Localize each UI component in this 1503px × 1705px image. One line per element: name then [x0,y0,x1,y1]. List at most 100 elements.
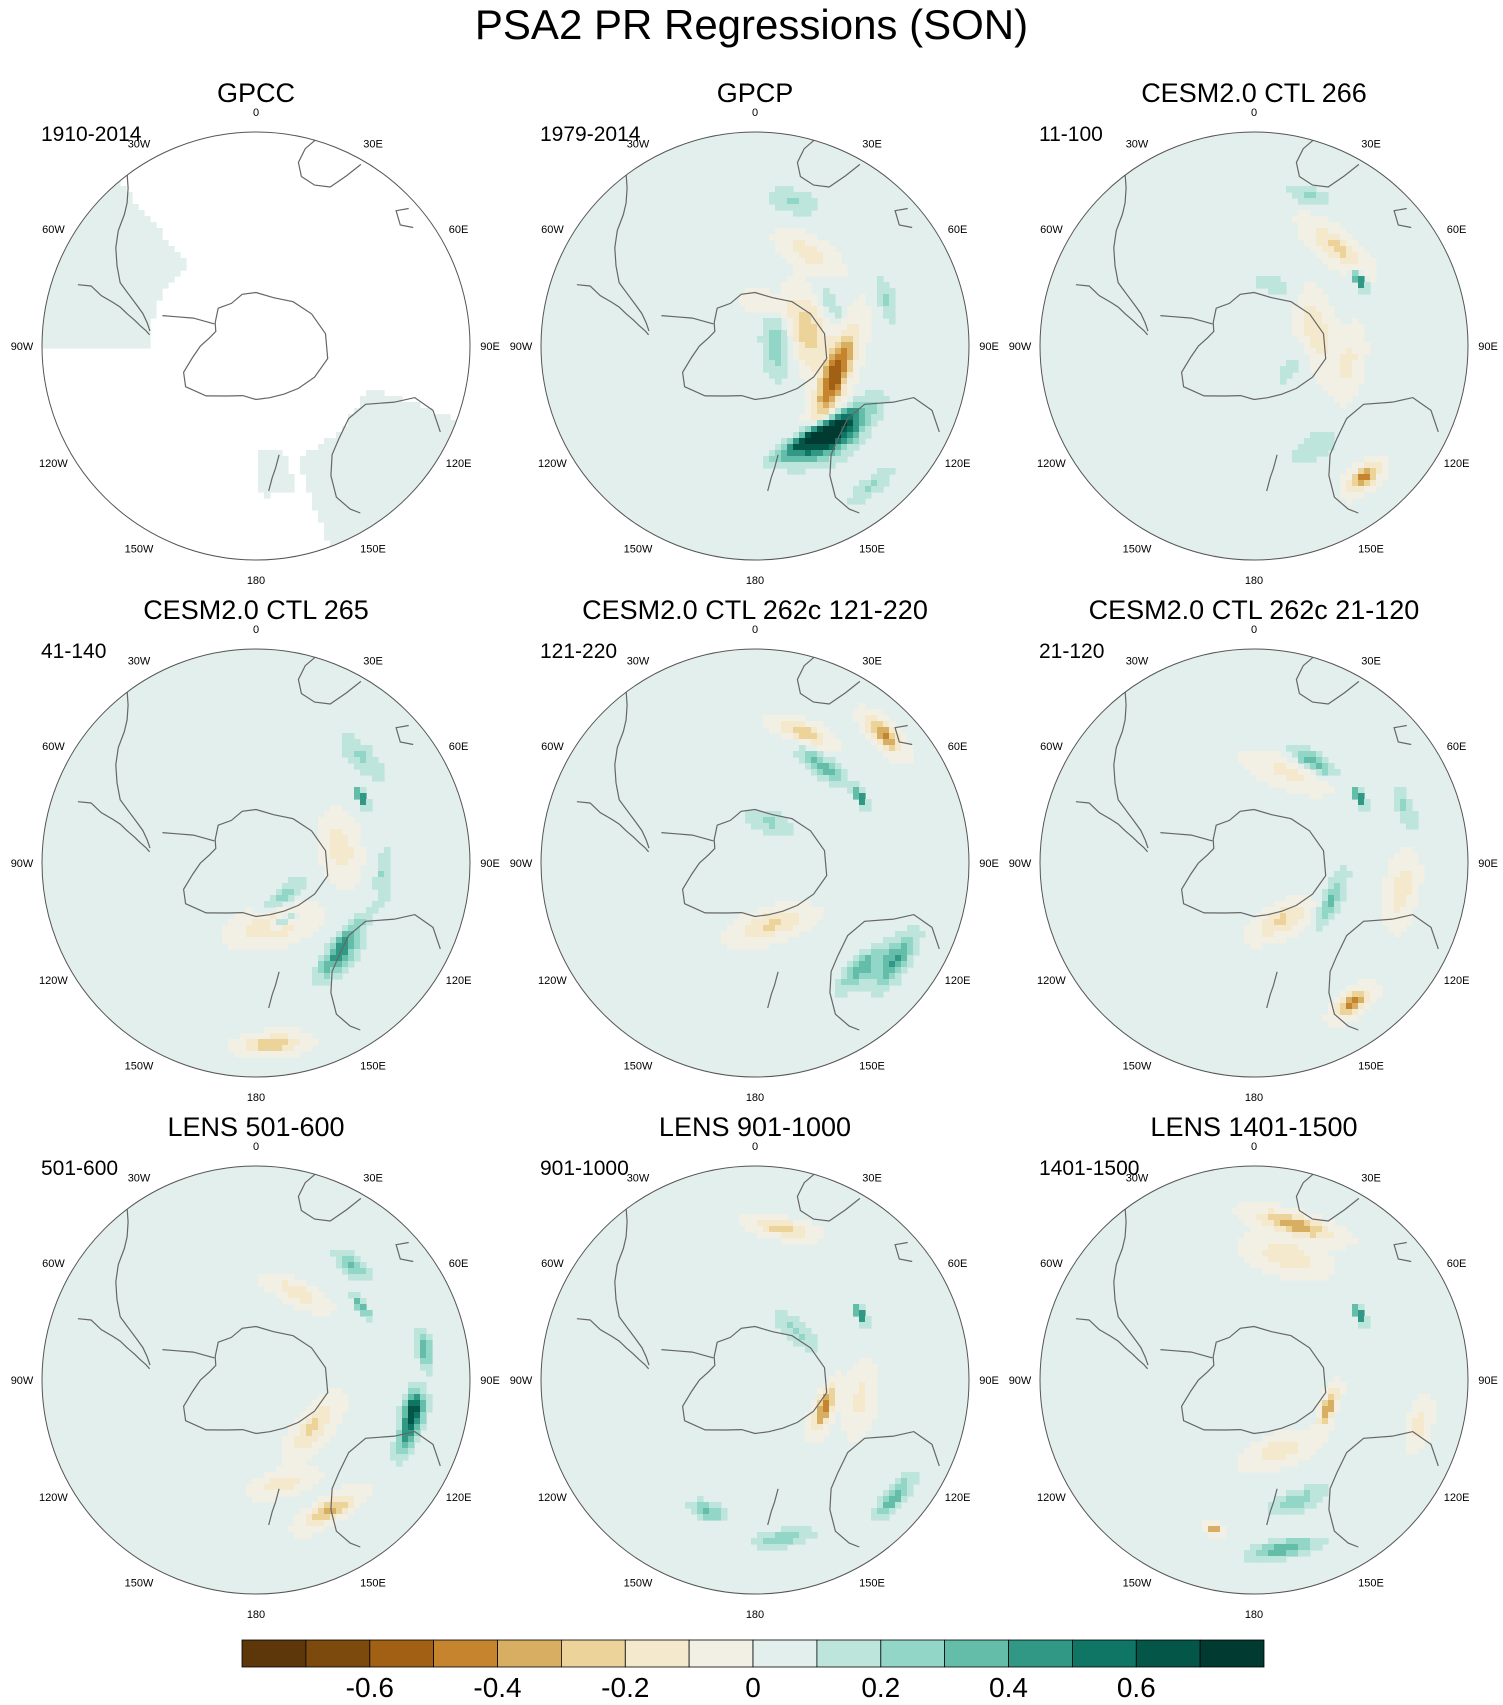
panel-title: GPCC [216,78,295,108]
panel-title: CESM2.0 CTL 265 [143,595,369,625]
colorbar-swatch [880,1639,946,1668]
longitude-label: 150E [1358,544,1384,556]
longitude-label: 60E [449,224,469,236]
polar-map: 0 30E 60E 90E 120E 150E 180 150W 120W 90W 60W 30W [510,624,999,1104]
regression-field [541,649,969,1077]
regression-field [1040,132,1468,560]
period-label: 11-100 [1039,123,1103,146]
longitude-label: 150W [624,1578,653,1590]
longitude-label: 90E [480,858,500,870]
longitude-label: 60W [42,741,65,753]
longitude-label: 120E [1444,1492,1470,1504]
coastlines [576,1173,940,1548]
longitude-label: 30W [627,655,650,667]
longitude-label: 60W [1040,741,1063,753]
coastlines [1075,656,1439,1031]
regression-field [42,1166,470,1594]
longitude-label: 120W [39,458,68,470]
longitude-label: 30E [1361,138,1381,150]
longitude-label: 90W [510,341,533,353]
panel-title: LENS 901-1000 [658,1112,852,1142]
map-boundary [1039,131,1469,561]
longitude-label: 150W [125,544,154,556]
longitude-label: 150W [125,1061,154,1073]
colorbar-swatch [688,1639,754,1668]
longitude-label: 120E [446,975,472,987]
coastlines [77,139,441,514]
longitude-label: 120W [1037,1492,1066,1504]
longitude-label: 60W [42,224,65,236]
longitude-label: 90E [1478,341,1498,353]
longitude-label: 120W [39,1492,68,1504]
coastlines [576,139,940,514]
longitude-label: 0 [1251,107,1257,119]
longitude-label: 180 [1245,1609,1263,1621]
longitude-label: 30E [862,1172,882,1184]
longitude-label: 30E [1361,1172,1381,1184]
colorbar-swatch [752,1639,818,1668]
longitude-label: 180 [746,575,764,587]
colorbar-tick-label: 0.6 [1117,1672,1156,1703]
longitude-label: 150W [1123,1578,1152,1590]
longitude-label: 0 [752,107,758,119]
longitude-label: 150W [624,544,653,556]
longitude-label: 180 [746,1092,764,1104]
longitude-label: 30E [862,655,882,667]
regression-field [1040,649,1468,1077]
longitude-label: 90E [979,341,999,353]
longitude-label: 60E [1447,741,1467,753]
longitude-label: 30W [128,1172,151,1184]
colorbar-tick-label: 0.4 [989,1672,1028,1703]
longitude-label: 0 [752,1141,758,1153]
regression-field [1040,1166,1468,1594]
colorbar-swatch [1135,1639,1201,1668]
longitude-label: 30W [627,138,650,150]
colorbar-swatch [944,1639,1009,1668]
panel-title: LENS 501-600 [167,1112,345,1142]
longitude-label: 180 [746,1609,764,1621]
longitude-label: 0 [253,1141,259,1153]
longitude-label: 90W [510,858,533,870]
longitude-label: 30W [1126,655,1149,667]
longitude-label: 60E [1447,224,1467,236]
colorbar-swatch [369,1639,435,1668]
colorbar-tick-label: -0.4 [473,1672,521,1703]
colorbar-swatch [433,1639,498,1668]
longitude-label: 0 [1251,624,1257,636]
figure-title: PSA2 PR Regressions (SON) [474,1,1029,48]
colorbar-tick-label: -0.6 [346,1672,394,1703]
polar-map: 0 30E 60E 90E 120E 150E 180 150W 120W 90W 60W 30W [11,107,500,587]
longitude-label: 90W [11,858,34,870]
longitude-label: 180 [247,1092,265,1104]
panel-title: GPCP [716,78,794,108]
longitude-label: 120W [538,458,567,470]
longitude-label: 0 [1251,1141,1257,1153]
panel-title: LENS 1401-1500 [1150,1112,1358,1142]
longitude-label: 30W [1126,138,1149,150]
longitude-label: 150E [360,1061,386,1073]
longitude-label: 30E [363,138,383,150]
coastlines [1075,1173,1439,1548]
map-boundary [540,131,970,561]
longitude-label: 30E [862,138,882,150]
colorbar-swatch [624,1639,690,1668]
coastlines [576,656,940,1031]
polar-map: 0 30E 60E 90E 120E 150E 180 150W 120W 90W 60W 30W [1009,1141,1498,1621]
longitude-label: 150E [859,1578,885,1590]
panel-title: CESM2.0 CTL 266 [1141,78,1367,108]
longitude-label: 120E [945,458,971,470]
colorbar-swatch [561,1639,626,1668]
longitude-label: 180 [247,1609,265,1621]
coastlines [77,1173,441,1548]
longitude-label: 30W [128,655,151,667]
regression-field [541,132,969,560]
regression-field [42,649,470,1077]
period-label: 1910-2014 [41,123,142,146]
longitude-label: 60W [541,1258,564,1270]
longitude-label: 30W [1126,1172,1149,1184]
polar-map: 0 30E 60E 90E 120E 150E 180 150W 120W 90W 60W 30W [1009,107,1498,587]
panel-title: CESM2.0 CTL 262c 21-120 [1088,595,1420,625]
colorbar-swatch [1008,1639,1073,1668]
longitude-label: 90W [1009,858,1032,870]
